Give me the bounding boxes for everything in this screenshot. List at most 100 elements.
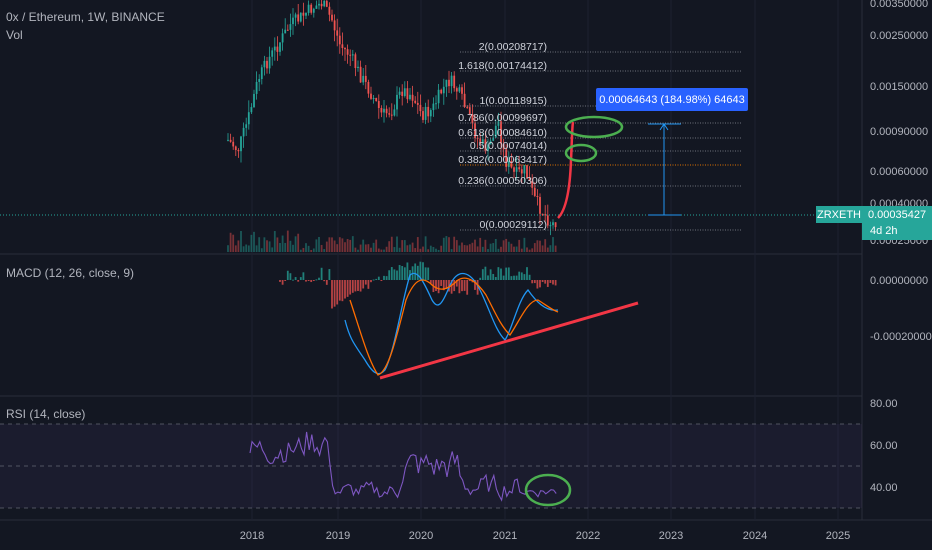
candle-body <box>398 91 401 95</box>
macd-histogram-bar <box>359 280 362 292</box>
macd-trend-line[interactable] <box>379 301 639 380</box>
macd-histogram-bar <box>515 275 518 280</box>
volume-bar <box>552 237 554 252</box>
macd-histogram-bar <box>468 280 471 282</box>
candle-body <box>549 225 552 227</box>
volume-bar <box>468 244 471 252</box>
candle-body <box>229 139 232 142</box>
candle-body <box>461 87 463 94</box>
candle-body <box>237 150 240 152</box>
macd-histogram-bar <box>357 280 359 291</box>
macd-histogram-bar <box>528 274 531 280</box>
volume-bar <box>406 245 409 252</box>
candle-body <box>289 24 292 30</box>
macd-histogram-bar <box>354 280 357 292</box>
rsi-ellipse[interactable] <box>524 473 572 507</box>
macd-axis-label: -0.00020000 <box>870 331 932 343</box>
macd-histogram-bar <box>526 267 528 280</box>
macd-histogram-bar <box>523 274 526 280</box>
macd-histogram-bar <box>541 280 544 283</box>
volume-bar <box>409 244 411 252</box>
macd-histogram-bar <box>502 275 505 280</box>
macd-histogram-bar <box>307 280 310 281</box>
macd-histogram-bar <box>458 280 461 294</box>
candle-body <box>481 139 484 144</box>
macd-histogram-bar <box>510 276 513 280</box>
macd-histogram-bar <box>513 275 515 280</box>
volume-bar <box>281 235 284 252</box>
volume-bar <box>416 237 419 252</box>
macd-histogram-bar <box>310 280 313 283</box>
volume-bar <box>240 230 242 252</box>
macd-histogram-bar <box>440 280 443 286</box>
volume-bar <box>328 237 331 252</box>
volume-bar <box>419 248 422 252</box>
candle-body <box>385 108 388 114</box>
volume-bar <box>448 237 450 252</box>
fib-ellipse[interactable] <box>564 143 598 163</box>
candle-body <box>346 49 349 55</box>
candle-body <box>364 75 367 82</box>
macd-histogram-bar <box>554 280 557 286</box>
measure-badge-text: 0.00064643 (184.98%) 64643 <box>599 94 745 106</box>
candle-body <box>263 60 266 68</box>
x-tick-label: 2018 <box>240 530 264 542</box>
candle-body <box>533 187 536 196</box>
volume-bar <box>292 244 294 252</box>
candle-body <box>424 106 427 120</box>
macd-histogram-bar <box>505 267 508 280</box>
macd-histogram-bar <box>318 277 320 280</box>
candle-body <box>260 67 263 80</box>
volume-bar <box>435 248 437 252</box>
macd-histogram-bar <box>344 280 346 299</box>
measure-arrowhead <box>659 123 669 131</box>
candle-body <box>474 123 476 138</box>
volume-bar <box>432 246 435 252</box>
volume-bar <box>471 242 474 252</box>
volume-bar <box>458 245 461 252</box>
candle-body <box>471 114 474 124</box>
volume-bar <box>315 239 318 252</box>
price-axis-label: 0.00350000 <box>870 0 928 10</box>
volume-bar <box>518 239 521 252</box>
candle-body <box>463 93 466 107</box>
projection-curve[interactable] <box>557 121 575 219</box>
candle-body <box>544 214 547 216</box>
volume-bar <box>377 248 380 252</box>
candle-body <box>307 4 310 13</box>
macd-histogram-bar <box>351 280 354 293</box>
volume-bar <box>463 245 466 252</box>
volume-bar <box>305 243 307 252</box>
volume-bar <box>422 246 424 252</box>
candle-body <box>377 101 380 108</box>
volume-bar <box>489 243 492 252</box>
macd-histogram-bar <box>531 280 534 284</box>
candle-body <box>518 167 521 170</box>
volume-bar <box>318 236 320 252</box>
volume-bar <box>544 239 547 252</box>
candle-body <box>299 12 302 22</box>
candle-body <box>338 35 341 45</box>
candle-body <box>250 107 253 113</box>
macd-histogram-bar <box>429 280 432 284</box>
macd-histogram-bar <box>442 280 445 291</box>
target-ellipse[interactable] <box>564 115 624 139</box>
macd-histogram-bar <box>299 277 302 280</box>
volume-bar <box>323 249 326 252</box>
volume-bar <box>429 245 432 252</box>
volume-bar <box>310 249 313 252</box>
candle-body <box>354 54 357 69</box>
volume-bar <box>427 249 430 252</box>
candle-body <box>523 165 526 174</box>
volume-bar <box>414 248 417 252</box>
macd-histogram-bar <box>393 269 396 280</box>
macd-histogram-bar <box>302 272 305 280</box>
candle-body <box>344 48 346 50</box>
volume-bar <box>510 243 513 252</box>
volume-bar <box>320 244 323 252</box>
price-badge-text: 0.00035427 <box>868 209 926 221</box>
macd-histogram-bar <box>305 280 307 282</box>
macd-histogram-bar <box>497 267 500 280</box>
candle-body <box>484 139 487 152</box>
